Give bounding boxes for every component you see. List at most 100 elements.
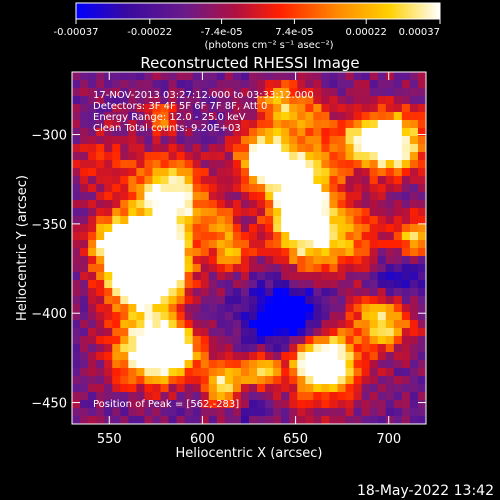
heatmap-cell: [401, 80, 411, 89]
heatmap-cell: [305, 224, 314, 233]
heatmap-cell: [152, 344, 161, 353]
heatmap-cell: [72, 200, 81, 209]
heatmap-cell: [216, 208, 226, 217]
heatmap-cell: [224, 232, 234, 241]
heatmap-cell: [128, 136, 137, 145]
heatmap-cell: [136, 136, 145, 145]
heatmap-cell: [120, 248, 129, 257]
heatmap-cell: [160, 400, 169, 409]
heatmap-cell: [144, 80, 153, 89]
x-tick-label: 550: [97, 432, 122, 447]
heatmap-cell: [393, 288, 403, 297]
heatmap-cell: [232, 88, 242, 97]
heatmap-cell: [88, 96, 97, 105]
heatmap-cell: [128, 192, 137, 201]
heatmap-cell: [353, 168, 363, 177]
heatmap-cell: [160, 272, 169, 281]
heatmap-cell: [289, 312, 298, 321]
heatmap-cell: [329, 96, 338, 105]
heatmap-cell: [289, 344, 298, 353]
heatmap-cell: [257, 240, 266, 249]
heatmap-cell: [208, 224, 218, 233]
heatmap-cell: [369, 384, 379, 393]
heatmap-cell: [401, 152, 411, 161]
heatmap-cell: [393, 120, 403, 129]
heatmap-cell: [281, 216, 290, 225]
heatmap-cell: [160, 312, 169, 321]
heatmap-cell: [337, 232, 346, 241]
heatmap-cell: [361, 304, 371, 313]
heatmap-cell: [249, 144, 258, 153]
heatmap-cell: [184, 384, 194, 393]
heatmap-cell: [377, 112, 387, 121]
heatmap-cell: [216, 80, 226, 89]
heatmap-cell: [232, 208, 242, 217]
heatmap-cell: [232, 376, 242, 385]
heatmap-cell: [224, 248, 234, 257]
heatmap-cell: [281, 240, 290, 249]
heatmap-cell: [144, 392, 153, 401]
heatmap-cell: [144, 328, 153, 337]
heatmap-cell: [257, 152, 266, 161]
heatmap-cell: [192, 184, 202, 193]
heatmap-cell: [144, 336, 153, 345]
heatmap-cell: [232, 96, 242, 105]
heatmap-cell: [232, 144, 242, 153]
heatmap-cell: [232, 112, 242, 121]
heatmap-cell: [249, 232, 258, 241]
heatmap-cell: [112, 152, 121, 161]
heatmap-cell: [313, 264, 322, 273]
heatmap-cell: [160, 416, 169, 425]
heatmap-cell: [88, 272, 97, 281]
heatmap-cell: [257, 376, 266, 385]
heatmap-cell: [409, 280, 419, 289]
heatmap-cell: [409, 240, 419, 249]
heatmap-cell: [369, 104, 379, 113]
heatmap-cell: [176, 400, 186, 409]
heatmap-cell: [176, 224, 186, 233]
heatmap-cell: [112, 288, 121, 297]
heatmap-cell: [289, 176, 298, 185]
heatmap-cell: [345, 88, 354, 97]
heatmap-cell: [128, 352, 137, 361]
heatmap-cell: [232, 200, 242, 209]
heatmap-cell: [273, 320, 282, 329]
heatmap-cell: [80, 176, 89, 185]
heatmap-cell: [409, 144, 419, 153]
heatmap-cell: [208, 136, 218, 145]
heatmap-cell: [88, 384, 97, 393]
heatmap-cell: [361, 312, 371, 321]
heatmap-cell: [385, 120, 395, 129]
heatmap-cell: [104, 168, 113, 177]
x-tick-label: 600: [190, 432, 215, 447]
heatmap-cell: [160, 304, 169, 313]
heatmap-cell: [168, 416, 177, 425]
heatmap-cell: [273, 392, 282, 401]
heatmap-cell: [152, 232, 161, 241]
heatmap-cell: [96, 256, 105, 265]
heatmap-cell: [329, 240, 338, 249]
heatmap-cell: [361, 72, 371, 81]
heatmap-cell: [329, 208, 338, 217]
heatmap-cell: [369, 416, 379, 425]
heatmap-cell: [72, 208, 81, 217]
heatmap-cell: [265, 80, 274, 89]
heatmap-cell: [176, 416, 186, 425]
heatmap-cell: [184, 416, 194, 425]
heatmap-cell: [144, 264, 153, 273]
heatmap-cell: [80, 96, 89, 105]
heatmap-cell: [329, 184, 338, 193]
heatmap-cell: [112, 368, 121, 377]
heatmap-cell: [192, 416, 202, 425]
heatmap-cell: [409, 80, 419, 89]
heatmap-cell: [136, 216, 145, 225]
heatmap-cell: [257, 224, 266, 233]
heatmap-cell: [120, 336, 129, 345]
heatmap-cell: [200, 320, 210, 329]
heatmap-cell: [216, 360, 226, 369]
heatmap-cell: [80, 240, 89, 249]
heatmap-cell: [96, 200, 105, 209]
heatmap-cell: [152, 408, 161, 417]
heatmap-cell: [152, 208, 161, 217]
heatmap-cell: [224, 304, 234, 313]
